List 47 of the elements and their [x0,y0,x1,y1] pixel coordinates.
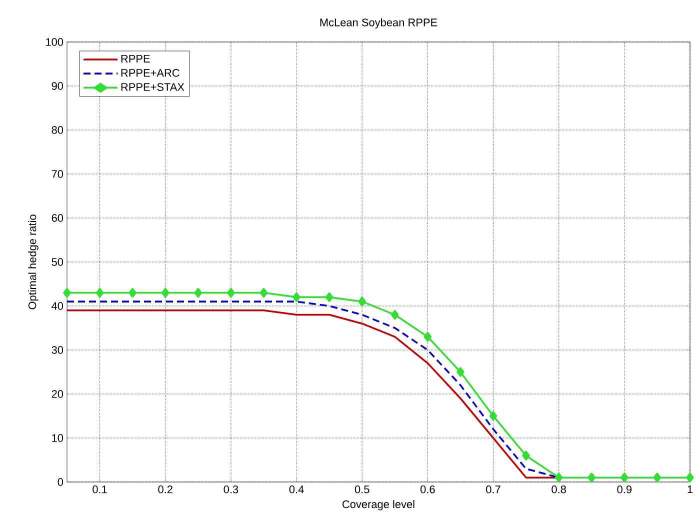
x-tick-label: 0.8 [552,486,566,494]
point [456,367,464,377]
y-tick-label: 70 [52,170,64,178]
y-tick-label: 0 [58,478,64,486]
x-tick-label: 0.1 [92,486,107,494]
point [424,332,432,342]
point [686,472,694,482]
y-axis-title: Optimal hedge ratio [28,214,38,310]
x-axis-title: Coverage level [342,500,414,510]
point [358,296,366,306]
legend-label: RPPE+STAX [121,83,184,91]
point [522,450,530,460]
y-tick-label: 10 [52,434,64,442]
legend-label: RPPE+ARC [121,69,180,77]
y-tick-label: 30 [52,346,64,354]
point [63,288,71,298]
y-tick-label: 100 [46,38,64,46]
point [227,288,235,298]
point [554,472,563,482]
x-tick-label: 0.6 [420,486,435,494]
x-tick-label: 0.4 [289,486,304,494]
x-tick-label: 0.9 [617,486,632,494]
point [588,472,596,482]
legend-label: RPPE [121,54,150,63]
x-tick-label: 1 [688,486,693,494]
y-tick-label: 80 [52,126,64,134]
point [489,411,498,421]
x-tick-label: 0.2 [158,486,172,494]
y-tick-label: 50 [52,258,64,266]
x-tick-label: 0.3 [224,486,238,494]
point [260,288,268,298]
point [161,288,170,298]
y-tick-label: 90 [52,82,64,90]
point [653,472,662,482]
point [325,292,334,302]
x-tick-label: 0.5 [354,486,370,494]
point [128,288,136,298]
x-tick-label: 0.7 [486,486,500,494]
y-tick-label: 40 [52,302,64,310]
y-tick-label: 20 [52,390,64,398]
chart-title: McLean Soybean RPPE [320,18,438,28]
point [194,288,202,298]
point [96,288,104,298]
point [620,472,628,482]
point [292,292,300,302]
point [390,310,399,320]
y-tick-label: 60 [52,214,64,222]
